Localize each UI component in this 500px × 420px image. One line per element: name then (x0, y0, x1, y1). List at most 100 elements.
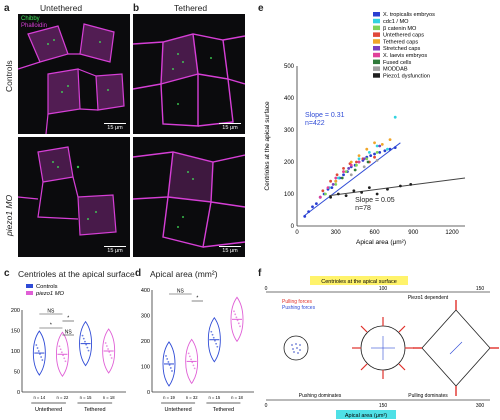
scatter-point (311, 205, 314, 209)
scatter-point (375, 192, 379, 196)
bottom-tick-2: 300 (476, 403, 485, 409)
y-tick-label: 400 (284, 96, 295, 102)
violin-point (62, 354, 64, 357)
large-cell-pushing (449, 341, 463, 355)
legend-label: Stretched caps (383, 46, 421, 52)
violin-point (36, 347, 39, 349)
sig-label: NS (65, 330, 73, 336)
x-axis-label: Apical area (μm²) (356, 239, 406, 246)
violin (162, 341, 176, 387)
panel-letter-f: f (258, 268, 262, 279)
violin-point (236, 319, 239, 322)
scatter-point (357, 157, 361, 161)
panel-letter-c: c (4, 268, 10, 279)
scatter-point (349, 163, 353, 167)
sig-label: NS (177, 289, 185, 295)
y-tick-label: 0 (147, 390, 150, 396)
group-label: Untethered (164, 407, 191, 413)
group-label: Untethered (35, 407, 62, 413)
violin-point (82, 337, 85, 340)
violin-point (167, 361, 170, 363)
violin (207, 316, 221, 363)
schematic-f: Centrioles at the apical surface 0 100 1… (265, 276, 499, 419)
scatter-point (386, 187, 389, 191)
scatter-point (344, 170, 348, 174)
violin-point (39, 353, 41, 355)
micrograph-untethered-piezo1: 15 μm (18, 137, 130, 257)
panel-d-title: Apical area (mm²) (150, 269, 218, 279)
sig-label: * (196, 296, 198, 302)
violin-point (58, 345, 61, 348)
scatter-point (336, 192, 340, 196)
scatter-point (321, 189, 325, 193)
top-tick-2: 150 (476, 286, 485, 292)
legend-swatch (26, 284, 33, 288)
violin-point (35, 344, 38, 346)
legend-label: Untethered caps (383, 33, 424, 39)
violin-point (168, 364, 171, 366)
n-label: n = 22 (57, 395, 69, 400)
scatter-point (336, 176, 340, 180)
legend-swatch (373, 18, 380, 24)
n-label: n = 14 (33, 395, 45, 400)
pushing-dominates-label: Pushing dominates (299, 393, 342, 399)
violin-point (165, 355, 167, 357)
scatter-point (383, 149, 387, 153)
scatter-point (380, 143, 384, 146)
scatter-point (355, 160, 358, 164)
top-tick-1: 100 (379, 286, 388, 292)
y-tick-label: 100 (11, 349, 20, 355)
scatter-point (334, 176, 338, 180)
scatter-point (340, 176, 344, 180)
scatter-point (365, 147, 369, 151)
top-label-box (310, 276, 408, 285)
panel-letter-d: d (135, 268, 142, 279)
scatter-point (388, 147, 392, 151)
sig-label: * (67, 316, 69, 322)
scatter-point (353, 168, 357, 172)
y-tick-label: 100 (141, 365, 150, 371)
scatter-point (329, 195, 332, 199)
y-tick-label: 50 (14, 370, 20, 376)
scatter-point (388, 138, 392, 142)
bottom-axis-label: Apical area (μm²) (345, 413, 387, 419)
violin-point (60, 351, 63, 354)
scatter-point (367, 151, 371, 154)
panel-letter-a: a (4, 3, 10, 14)
medium-cell-pulling (352, 317, 414, 379)
fit-line (303, 142, 401, 217)
violin (102, 328, 116, 374)
legend-label: Controls (36, 284, 58, 290)
scatter-point (366, 160, 370, 164)
scatter-point (367, 186, 371, 190)
violin-point (215, 342, 218, 345)
legend-swatch (26, 291, 33, 295)
scalebar-b-bottom-label: 15 μm (222, 248, 238, 254)
violin-point (169, 367, 172, 369)
scatter-point (365, 157, 369, 161)
violin-point (37, 350, 40, 352)
pushing-forces-label: Pushing forces (282, 305, 316, 311)
stain-label-chibby: Chibby (21, 16, 40, 22)
scatter-point (342, 173, 345, 177)
micrograph-tethered-piezo1: 15 μm (133, 137, 245, 257)
violin-point (110, 357, 113, 359)
scatter-point (349, 160, 353, 164)
x-tick-label: 1200 (445, 230, 459, 236)
bottom-tick-0: 0 (265, 403, 268, 409)
y-tick-label: 0 (17, 390, 20, 396)
violin-point (211, 333, 214, 336)
violin-point (187, 352, 190, 355)
violin-chart-d: 0 100 200 300 400 n = 19 n = 32 n = 15 n = 18 Unt… (141, 288, 254, 413)
small-cell (283, 335, 309, 361)
medium-cell-pushing (371, 336, 395, 360)
legend-label: β catenin MO (383, 26, 417, 32)
panel-letter-e: e (258, 3, 264, 14)
scalebar-b-bottom: 15 μm (219, 245, 241, 254)
sig-label: * (50, 323, 52, 329)
scatter-point (378, 144, 382, 148)
micrograph-tethered-piezo1-svg (133, 137, 245, 257)
violin-point (210, 330, 213, 333)
scalebar-a-bottom-label: 15 μm (107, 248, 123, 254)
annotation-n-black: n=78 (355, 205, 371, 212)
